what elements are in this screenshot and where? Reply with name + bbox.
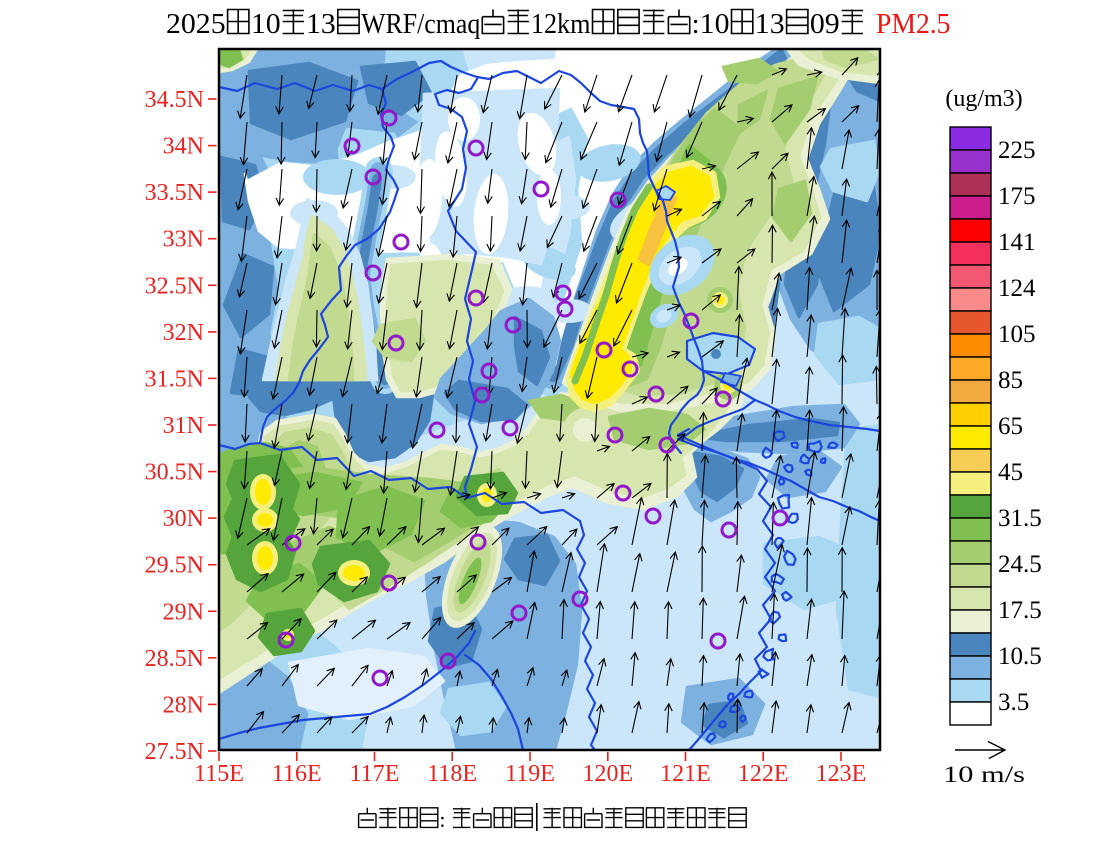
svg-text:13: 13 [306,9,336,40]
svg-text:10 m/s: 10 m/s [943,762,1025,787]
svg-text:32.5N: 32.5N [145,273,204,299]
svg-text:225: 225 [998,137,1036,164]
svg-text:(ug/m3): (ug/m3) [945,86,1022,112]
svg-text:120E: 120E [582,761,633,787]
svg-text:28N: 28N [163,692,204,718]
svg-text:34.5N: 34.5N [145,87,204,113]
svg-text::: : [439,807,445,832]
svg-text:3.5: 3.5 [998,689,1029,716]
svg-text:30.5N: 30.5N [145,460,204,486]
svg-text:31.5N: 31.5N [145,366,204,392]
svg-text::: : [692,9,700,40]
svg-text:45: 45 [998,459,1023,486]
svg-text:29N: 29N [163,599,204,625]
svg-text:121E: 121E [660,761,711,787]
svg-text:13: 13 [755,9,785,40]
svg-text:33.5N: 33.5N [145,180,204,206]
svg-text:24.5: 24.5 [998,551,1042,578]
svg-text:33N: 33N [163,227,204,253]
svg-text:117E: 117E [350,761,400,787]
svg-text:09: 09 [810,9,840,40]
svg-text:30N: 30N [163,506,204,532]
svg-text:27.5N: 27.5N [145,739,204,765]
svg-text:32N: 32N [163,320,204,346]
svg-text:175: 175 [998,183,1036,210]
svg-text:17.5: 17.5 [998,597,1042,624]
svg-text:28.5N: 28.5N [145,646,204,672]
svg-text:31N: 31N [163,413,204,439]
svg-text:2025: 2025 [166,9,226,40]
svg-text:123E: 123E [816,761,867,787]
svg-text:WRF/cmaq: WRF/cmaq [361,9,480,40]
svg-text:118E: 118E [427,761,477,787]
svg-text:85: 85 [998,367,1023,394]
svg-text:141: 141 [998,229,1036,256]
svg-text:124: 124 [998,275,1036,302]
svg-text:105: 105 [998,321,1036,348]
svg-text:29.5N: 29.5N [145,553,204,579]
svg-text:119E: 119E [505,761,555,787]
svg-text:PM2.5: PM2.5 [876,9,951,40]
svg-text:122E: 122E [738,761,789,787]
svg-text:65: 65 [998,413,1023,440]
svg-text:10.5: 10.5 [998,643,1042,670]
svg-text:10: 10 [251,9,281,40]
svg-text:116E: 116E [272,761,322,787]
svg-text:34N: 34N [163,134,204,160]
svg-text:31.5: 31.5 [998,505,1042,532]
svg-text:10: 10 [700,9,730,40]
svg-text:12km: 12km [531,9,591,40]
svg-text:115E: 115E [194,761,244,787]
